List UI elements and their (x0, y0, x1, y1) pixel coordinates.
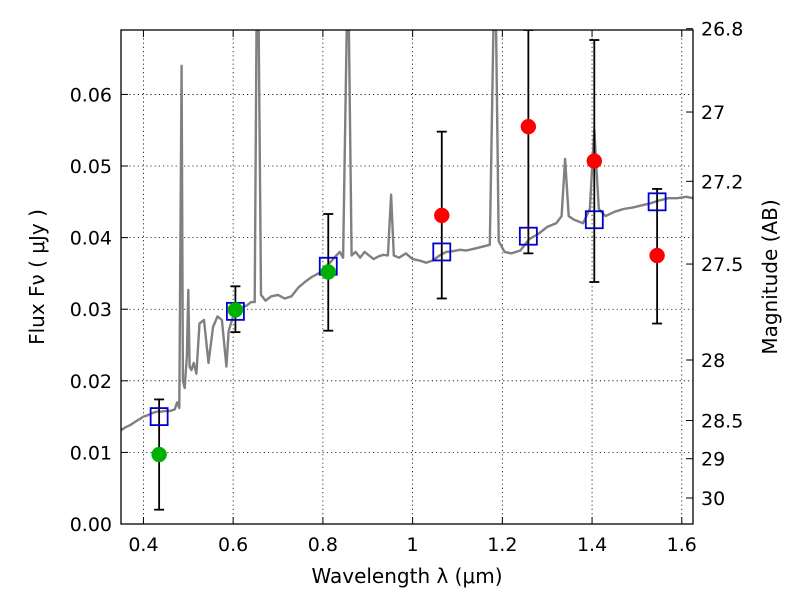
square-marker (518, 226, 538, 246)
ticks: 0.4 0.6 0.8 1 1.2 1.4 1.6 0.00 0.01 0.02 0.03 0.04 0… (70, 19, 744, 556)
y2-axis-title: Magnitude (AB) (758, 199, 782, 354)
x-axis-title: Wavelength λ (μm) (311, 564, 502, 588)
circle-marker (586, 153, 603, 169)
circle-marker (649, 247, 665, 264)
square-marker (149, 407, 169, 427)
y2-tick-label: 28 (701, 350, 725, 372)
y-tick-label: 0.02 (70, 371, 112, 393)
markers (149, 118, 667, 463)
square-marker (432, 242, 452, 262)
square-marker (647, 192, 667, 212)
x-tick-label: 1.4 (577, 534, 607, 556)
y2-tick-label: 29 (701, 449, 725, 471)
x-tick-label: 1.6 (667, 534, 697, 556)
y-axis-title: Flux Fν ( μJy ) (25, 209, 49, 345)
y-tick-label: 0.05 (70, 156, 112, 178)
y2-tick-label: 27.2 (701, 171, 743, 193)
y2-tick-label: 27.5 (701, 254, 743, 276)
spectrum-line (121, 30, 693, 432)
plot-frame (120, 29, 694, 525)
x-tick-label: 0.6 (218, 534, 248, 556)
y-tick-label: 0.01 (70, 442, 112, 464)
circle-marker (320, 264, 337, 280)
x-tick-label: 0.8 (308, 534, 338, 556)
y-tick-label: 0.06 (70, 84, 112, 106)
x-tick-label: 1.2 (487, 534, 517, 556)
circle-marker (520, 118, 537, 135)
y-tick-label: 0.00 (70, 514, 112, 536)
circle-marker (434, 207, 450, 224)
y-tick-label: 0.03 (70, 299, 112, 321)
plot-area (121, 30, 693, 511)
y2-tick-label: 26.8 (701, 19, 743, 41)
y2-tick-label: 27 (701, 102, 725, 124)
x-tick-label: 0.4 (128, 534, 158, 556)
circle-marker (151, 446, 167, 463)
y-tick-label: 0.04 (70, 228, 112, 250)
circle-marker (227, 302, 244, 318)
x-tick-label: 1 (407, 534, 419, 556)
y2-tick-label: 30 (701, 488, 725, 510)
square-marker (584, 210, 604, 230)
y2-tick-label: 28.5 (701, 411, 743, 433)
